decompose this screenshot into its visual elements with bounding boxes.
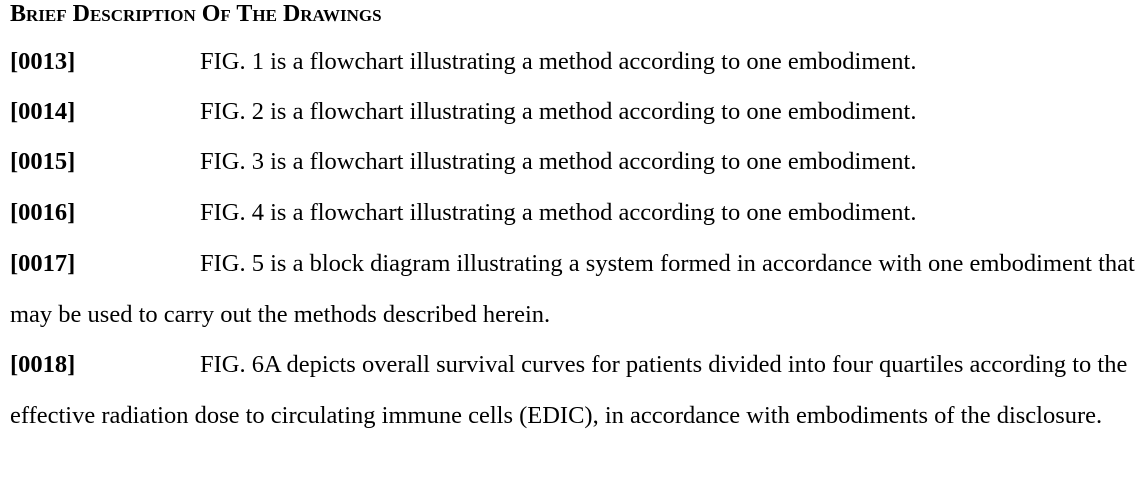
- paragraph-0018: [0018] FIG. 6A depicts overall survival c…: [10, 340, 1138, 441]
- paragraph-0015: [0015] FIG. 3 is a flowchart illustrating…: [10, 137, 1138, 188]
- paragraph-text: FIG. 1 is a flowchart illustrating a met…: [200, 48, 917, 75]
- paragraph-number: [0014]: [10, 98, 76, 125]
- paragraph-0013: [0013] FIG. 1 is a flowchart illustrating…: [10, 37, 1138, 88]
- paragraph-text: FIG. 6A depicts overall survival curves …: [10, 351, 1128, 429]
- paragraph-number: [0016]: [10, 199, 76, 226]
- paragraph-number: [0015]: [10, 148, 76, 175]
- paragraph-number: [0017]: [10, 250, 76, 277]
- paragraph-0017: [0017] FIG. 5 is a block diagram illustra…: [10, 239, 1138, 340]
- paragraph-0014: [0014] FIG. 2 is a flowchart illustrating…: [10, 87, 1138, 138]
- paragraph-text: FIG. 3 is a flowchart illustrating a met…: [200, 148, 917, 175]
- paragraph-number: [0013]: [10, 48, 76, 75]
- paragraph-text: FIG. 4 is a flowchart illustrating a met…: [200, 199, 917, 226]
- paragraph-number: [0018]: [10, 351, 76, 378]
- paragraph-text: FIG. 5 is a block diagram illustrating a…: [10, 250, 1135, 328]
- paragraph-0016: [0016] FIG. 4 is a flowchart illustrating…: [10, 188, 1138, 239]
- paragraph-text: FIG. 2 is a flowchart illustrating a met…: [200, 98, 917, 125]
- section-heading: Brief Description Of The Drawings: [10, 1, 382, 27]
